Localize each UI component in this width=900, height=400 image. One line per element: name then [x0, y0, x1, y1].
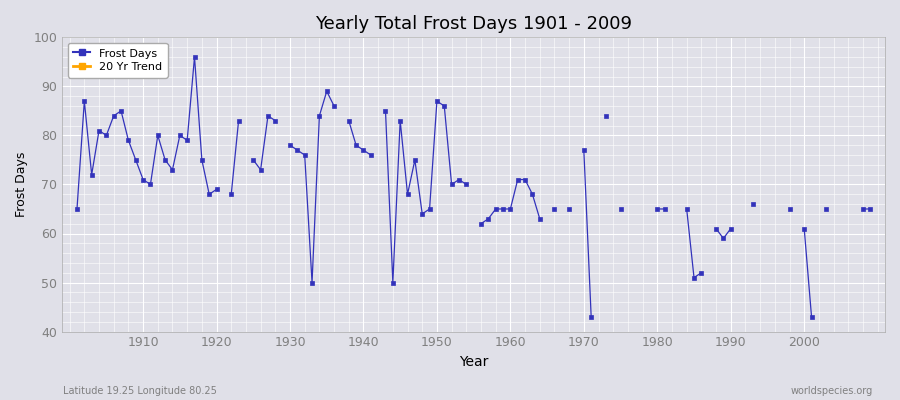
Text: Latitude 19.25 Longitude 80.25: Latitude 19.25 Longitude 80.25: [63, 386, 217, 396]
X-axis label: Year: Year: [459, 355, 489, 369]
Title: Yearly Total Frost Days 1901 - 2009: Yearly Total Frost Days 1901 - 2009: [315, 15, 632, 33]
Y-axis label: Frost Days: Frost Days: [15, 152, 28, 217]
Text: worldspecies.org: worldspecies.org: [791, 386, 873, 396]
Legend: Frost Days, 20 Yr Trend: Frost Days, 20 Yr Trend: [68, 43, 167, 78]
